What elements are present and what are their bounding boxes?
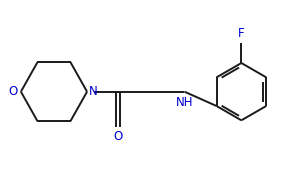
Text: F: F [238, 27, 245, 40]
Text: N: N [89, 85, 98, 98]
Text: NH: NH [176, 96, 193, 109]
Text: O: O [9, 85, 18, 98]
Text: O: O [114, 130, 123, 143]
